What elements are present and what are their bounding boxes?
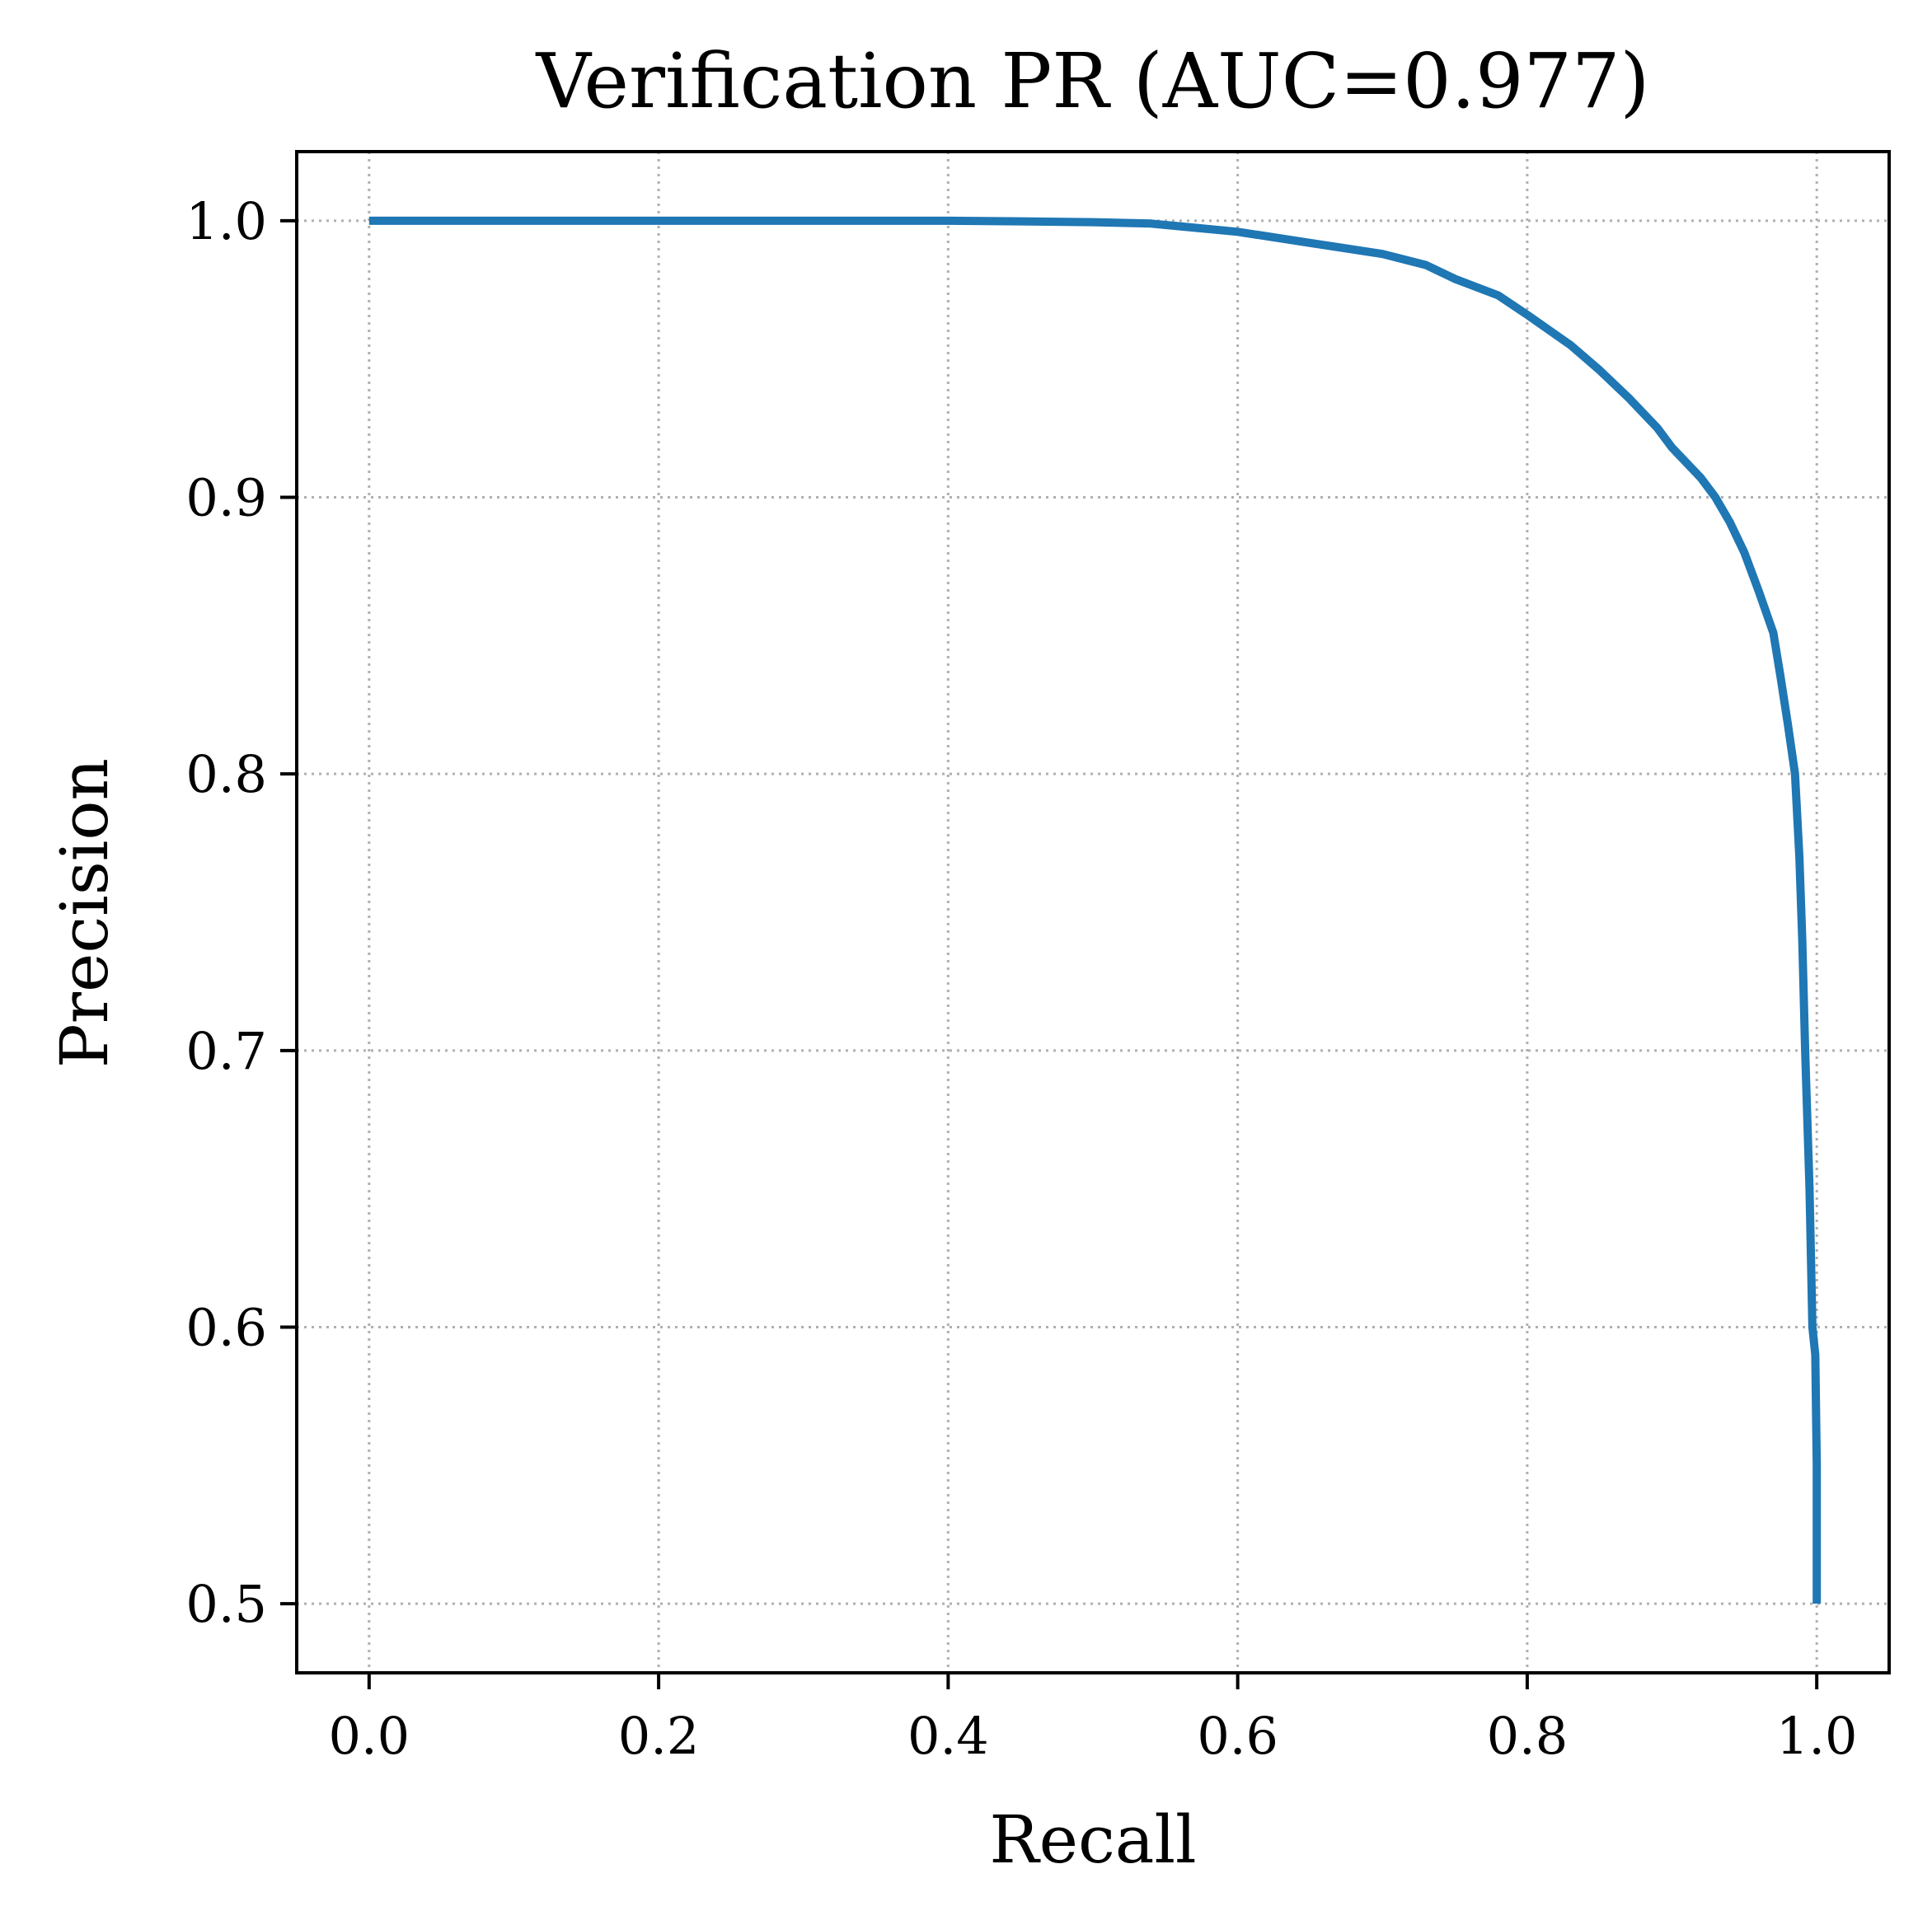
pr-curve: [368, 216, 1822, 1604]
chart-title: Verification PR (AUC=0.977): [536, 37, 1650, 125]
y-tick-label: 0.5: [185, 1574, 267, 1634]
x-tick-label: 0.0: [329, 1706, 410, 1766]
plot-frame: [295, 150, 1891, 1674]
grid-lines: [297, 152, 1889, 1673]
x-tick-label: 0.6: [1197, 1706, 1278, 1766]
y-tick-label: 1.0: [185, 191, 267, 251]
y-tick-label: 0.7: [185, 1021, 267, 1081]
y-axis-label: Precision: [46, 758, 123, 1068]
x-tick-label: 0.2: [618, 1706, 700, 1766]
x-tick-label: 0.4: [907, 1706, 989, 1766]
y-tick-label: 0.6: [185, 1297, 267, 1357]
series-layer: [368, 216, 1822, 1604]
x-tick-label: 0.8: [1487, 1706, 1569, 1766]
y-tick-label: 0.8: [185, 744, 267, 804]
x-axis-label: Recall: [989, 1801, 1196, 1878]
y-tick-label: 0.9: [185, 468, 267, 528]
ticks: 0.0 0.2 0.4 0.6 0.8 1.0 0.5 0.6 0.7 0.8 0.9 1.0: [185, 191, 1857, 1766]
x-tick-label: 1.0: [1776, 1706, 1858, 1766]
